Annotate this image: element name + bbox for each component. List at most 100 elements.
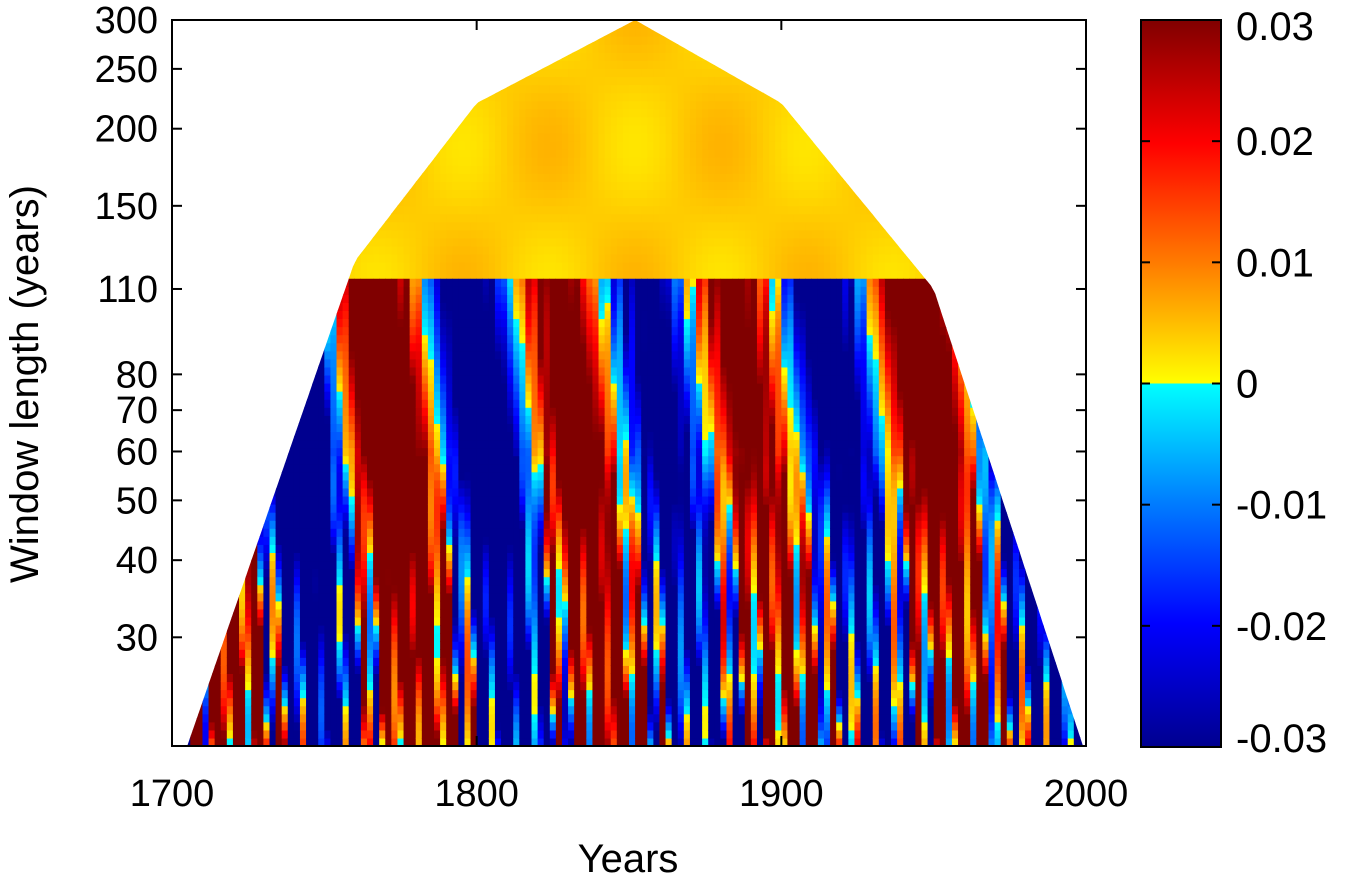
heatmap-cell — [239, 721, 246, 731]
heatmap-cell — [434, 487, 441, 497]
heatmap-cell — [434, 237, 441, 247]
heatmap-cell — [360, 649, 368, 658]
heatmap-cell — [507, 705, 514, 715]
heatmap-cell — [391, 641, 399, 650]
heatmap-cell — [470, 625, 478, 634]
heatmap-cell — [470, 302, 478, 311]
heatmap-cell — [476, 213, 484, 223]
heatmap-cell — [348, 439, 356, 449]
heatmap-cell — [324, 649, 332, 658]
heatmap-cell — [415, 705, 423, 715]
heatmap-cell — [494, 326, 502, 336]
heatmap-cell — [488, 495, 496, 505]
heatmap-cell — [318, 383, 325, 392]
heatmap-cell — [239, 657, 246, 666]
heatmap-cell — [312, 455, 319, 465]
heatmap-cell — [476, 278, 484, 287]
heatmap-cell — [226, 665, 234, 674]
heatmap-cell — [446, 189, 453, 199]
heatmap-cell — [403, 415, 411, 424]
heatmap-cell — [415, 552, 423, 562]
heatmap-cell — [391, 608, 399, 618]
heatmap-cell — [427, 729, 435, 739]
heatmap-cell — [409, 253, 417, 263]
heatmap-cell — [354, 737, 362, 746]
heatmap-cell — [354, 641, 362, 650]
heatmap-cell — [385, 625, 392, 634]
heatmap-cell — [446, 584, 453, 594]
heatmap-cell — [366, 431, 374, 441]
heatmap-cell — [470, 504, 478, 513]
heatmap-cell — [354, 342, 362, 352]
heatmap-cell — [488, 92, 496, 102]
heatmap-cell — [269, 536, 277, 545]
heatmap-cell — [299, 568, 307, 578]
heatmap-cell — [409, 504, 417, 513]
heatmap-cell — [360, 455, 368, 465]
heatmap-cell — [434, 181, 441, 190]
heatmap-cell — [373, 649, 380, 658]
heatmap-cell — [427, 471, 435, 481]
heatmap-cell — [507, 625, 514, 634]
heatmap-cell — [360, 737, 368, 746]
heatmap-cell — [373, 608, 380, 618]
heatmap-cell — [501, 358, 508, 368]
heatmap-cell — [257, 673, 264, 683]
heatmap-cell — [415, 415, 423, 424]
heatmap-cell — [366, 253, 374, 263]
heatmap-cell — [458, 479, 466, 489]
heatmap-cell — [293, 447, 301, 457]
heatmap-cell — [373, 310, 380, 320]
heatmap-cell — [452, 221, 459, 231]
heatmap-cell — [470, 149, 478, 158]
heatmap-cell — [348, 697, 356, 707]
heatmap-cell — [507, 487, 514, 497]
heatmap-cell — [232, 729, 240, 739]
heatmap-cell — [360, 721, 368, 731]
heatmap-cell — [293, 633, 301, 642]
heatmap-cell — [427, 278, 435, 287]
heatmap-cell — [318, 544, 325, 553]
heatmap-cell — [348, 270, 356, 279]
heatmap-cell — [421, 625, 429, 634]
heatmap-cell — [348, 673, 356, 683]
heatmap-cell — [245, 616, 252, 626]
heatmap-cell — [409, 342, 417, 352]
heatmap-cell — [269, 713, 277, 723]
heatmap-cell — [501, 132, 508, 142]
heatmap-cell — [507, 374, 514, 384]
heatmap-cell — [336, 358, 344, 368]
heatmap-cell — [354, 616, 362, 626]
heatmap-cell — [440, 681, 447, 691]
heatmap-cell — [306, 487, 313, 497]
heatmap-cell — [318, 665, 325, 674]
heatmap-cell — [488, 487, 496, 497]
heatmap-cell — [434, 625, 441, 634]
heatmap-cell — [476, 407, 484, 416]
heatmap-cell — [385, 439, 392, 449]
heatmap-cell — [488, 423, 496, 432]
heatmap-cell — [452, 600, 459, 610]
heatmap-cell — [452, 495, 459, 505]
heatmap-cell — [281, 512, 289, 521]
heatmap-cell — [501, 439, 508, 449]
heatmap-cell — [403, 439, 411, 449]
heatmap-cell — [446, 286, 453, 295]
heatmap-cell — [421, 229, 429, 239]
heatmap-cell — [342, 302, 350, 311]
heatmap-cell — [488, 431, 496, 441]
heatmap-cell — [403, 713, 411, 723]
heatmap-cell — [501, 689, 508, 699]
heatmap-cell — [293, 729, 301, 739]
heatmap-cell — [446, 391, 453, 400]
heatmap-cell — [501, 560, 508, 570]
heatmap-cell — [470, 455, 478, 465]
heatmap-cell — [348, 391, 356, 400]
heatmap-cell — [348, 665, 356, 674]
heatmap-cell — [373, 334, 380, 344]
heatmap-cell — [336, 665, 344, 674]
heatmap-cell — [360, 374, 368, 384]
heatmap-cell — [257, 657, 264, 666]
heatmap-cell — [269, 729, 277, 739]
heatmap-cell — [202, 721, 210, 731]
